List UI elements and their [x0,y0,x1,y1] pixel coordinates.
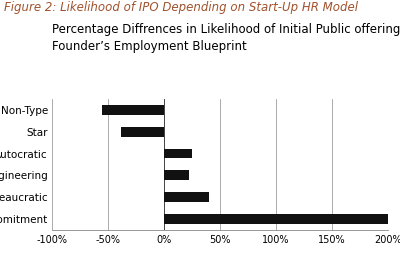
Bar [164,149,192,158]
Text: Percentage Diffrences in Likelihood of Initial Public offering by
Founder’s Empl: Percentage Diffrences in Likelihood of I… [52,23,400,54]
Bar [164,192,209,202]
Bar [122,127,164,137]
Bar [164,170,189,180]
Text: Figure 2: Likelihood of IPO Depending on Start-Up HR Model: Figure 2: Likelihood of IPO Depending on… [4,1,358,14]
Bar [164,214,388,224]
Bar [102,105,164,115]
